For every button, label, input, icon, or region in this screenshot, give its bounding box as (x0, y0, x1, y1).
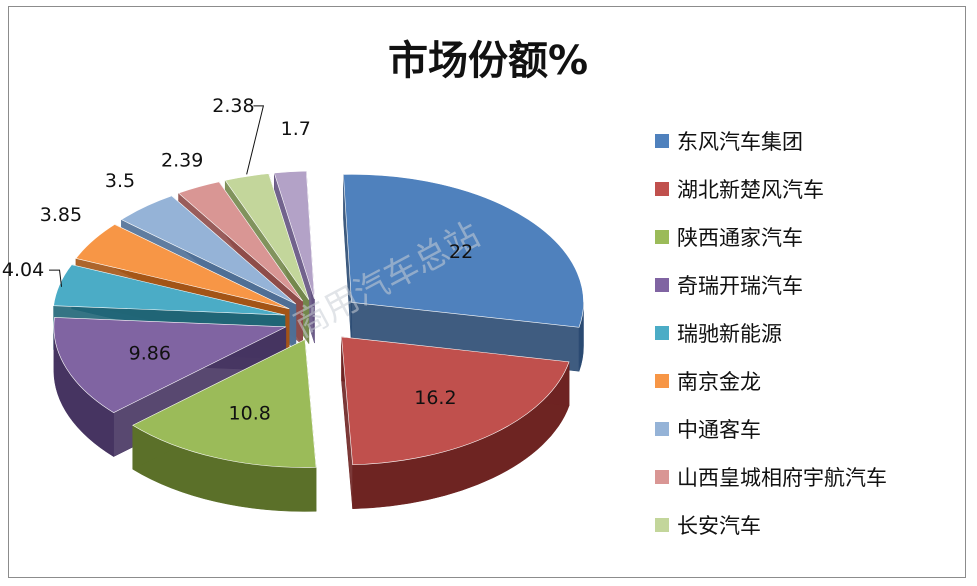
legend-swatch (655, 326, 669, 340)
slice-top-face (53, 264, 286, 316)
leader-line (49, 269, 63, 287)
legend-swatch (655, 470, 669, 484)
slice-top-face (224, 173, 310, 300)
pie-slice-1 (343, 174, 584, 372)
legend-swatch (655, 518, 669, 532)
legend: 东风汽车集团湖北新楚风汽车陕西通家汽车奇瑞开瑞汽车瑞驰新能源南京金龙中通客车山西… (655, 130, 887, 538)
legend-label: 山西皇城相府宇航汽车 (677, 466, 887, 490)
slice-top-face (177, 181, 303, 302)
data-label-9: 2.38 (212, 95, 254, 117)
slice-top-face (120, 195, 297, 305)
legend-label: 奇瑞开瑞汽车 (677, 274, 803, 298)
legend-item-4: 奇瑞开瑞汽车 (655, 274, 803, 298)
data-label-3: 10.8 (229, 403, 271, 425)
slices-layer (53, 170, 584, 512)
legend-swatch (655, 422, 669, 436)
chart-title: 市场份额% (388, 38, 588, 84)
legend-label: 瑞驰新能源 (677, 322, 782, 346)
legend-item-7: 中通客车 (655, 418, 761, 442)
legend-label: 南京金龙 (677, 370, 761, 394)
legend-item-9: 长安汽车 (655, 514, 761, 538)
legend-swatch (655, 278, 669, 292)
data-label-6: 3.85 (40, 204, 82, 226)
slice-top-face (343, 174, 584, 328)
legend-swatch (655, 134, 669, 148)
data-label-1: 22 (449, 241, 473, 263)
data-label-10: 1.7 (281, 118, 311, 140)
data-label-2: 16.2 (414, 387, 456, 409)
slice-top-face (273, 170, 315, 300)
slice-top-face (132, 338, 317, 468)
legend-label: 东风汽车集团 (677, 130, 803, 154)
legend-label: 湖北新楚风汽车 (677, 178, 824, 202)
legend-item-5: 瑞驰新能源 (655, 322, 782, 346)
legend-item-2: 湖北新楚风汽车 (655, 178, 824, 202)
legend-swatch (655, 230, 669, 244)
pie-slice-3 (132, 338, 317, 512)
legend-item-6: 南京金龙 (655, 370, 761, 394)
data-label-8: 2.39 (161, 150, 203, 172)
data-label-7: 3.5 (105, 170, 135, 192)
legend-swatch (655, 182, 669, 196)
legend-label: 长安汽车 (677, 514, 761, 538)
legend-item-1: 东风汽车集团 (655, 130, 803, 154)
legend-label: 陕西通家汽车 (677, 226, 803, 250)
slice-top-face (341, 336, 570, 466)
leader-line (246, 105, 265, 175)
legend-label: 中通客车 (677, 418, 761, 442)
slice-top-face (53, 317, 286, 413)
legend-item-8: 山西皇城相府宇航汽车 (655, 466, 887, 490)
legend-swatch (655, 374, 669, 388)
pie-slice-2 (341, 336, 570, 510)
legend-item-3: 陕西通家汽车 (655, 226, 803, 250)
data-label-5: 4.04 (2, 259, 44, 281)
slice-top-face (75, 224, 290, 310)
data-label-4: 9.86 (129, 343, 171, 365)
labels-layer: 22 16.2 10.8 9.86 4.04 3.85 3.5 2.39 2.38 1.7 (2, 95, 473, 425)
